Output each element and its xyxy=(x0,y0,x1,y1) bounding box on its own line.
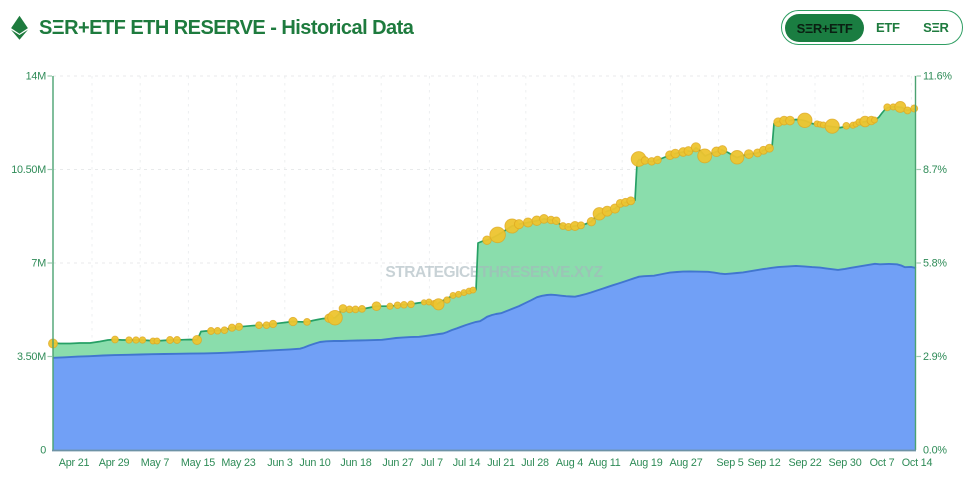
svg-text:Jul 7: Jul 7 xyxy=(421,457,443,469)
svg-text:14M: 14M xyxy=(26,71,47,83)
svg-text:10.50M: 10.50M xyxy=(11,164,46,176)
svg-text:7M: 7M xyxy=(31,258,46,270)
svg-text:Jun 18: Jun 18 xyxy=(340,457,371,469)
svg-text:0.0%: 0.0% xyxy=(923,445,947,457)
svg-text:Jul 21: Jul 21 xyxy=(487,457,515,469)
svg-text:May 23: May 23 xyxy=(221,457,255,469)
svg-text:Jul 28: Jul 28 xyxy=(521,457,549,469)
svg-text:Oct 7: Oct 7 xyxy=(870,457,895,469)
svg-text:STRATEGICETHRESERVE.XYZ: STRATEGICETHRESERVE.XYZ xyxy=(385,264,603,281)
svg-text:Aug 19: Aug 19 xyxy=(629,457,662,469)
svg-text:3.50M: 3.50M xyxy=(17,351,46,363)
svg-text:Jun 27: Jun 27 xyxy=(382,457,413,469)
svg-text:May 7: May 7 xyxy=(141,457,170,469)
svg-text:8.7%: 8.7% xyxy=(923,164,947,176)
svg-text:11.6%: 11.6% xyxy=(923,71,952,83)
svg-text:0: 0 xyxy=(40,445,46,457)
svg-text:Sep 22: Sep 22 xyxy=(788,457,821,469)
svg-text:May 15: May 15 xyxy=(181,457,215,469)
svg-text:Apr 29: Apr 29 xyxy=(99,457,130,469)
svg-text:2.9%: 2.9% xyxy=(923,351,947,363)
svg-text:Jul 14: Jul 14 xyxy=(453,457,481,469)
svg-text:Jun 3: Jun 3 xyxy=(267,457,293,469)
svg-text:Jun 10: Jun 10 xyxy=(299,457,330,469)
svg-text:Aug 4: Aug 4 xyxy=(556,457,583,469)
svg-text:5.8%: 5.8% xyxy=(923,258,947,270)
svg-text:Aug 11: Aug 11 xyxy=(588,457,620,469)
svg-text:Aug 27: Aug 27 xyxy=(669,457,702,469)
svg-text:Sep 30: Sep 30 xyxy=(828,457,861,469)
svg-text:Sep 12: Sep 12 xyxy=(747,457,780,469)
svg-text:Apr 21: Apr 21 xyxy=(59,457,90,469)
svg-text:Sep 5: Sep 5 xyxy=(716,457,743,469)
svg-text:Oct 14: Oct 14 xyxy=(902,457,933,469)
